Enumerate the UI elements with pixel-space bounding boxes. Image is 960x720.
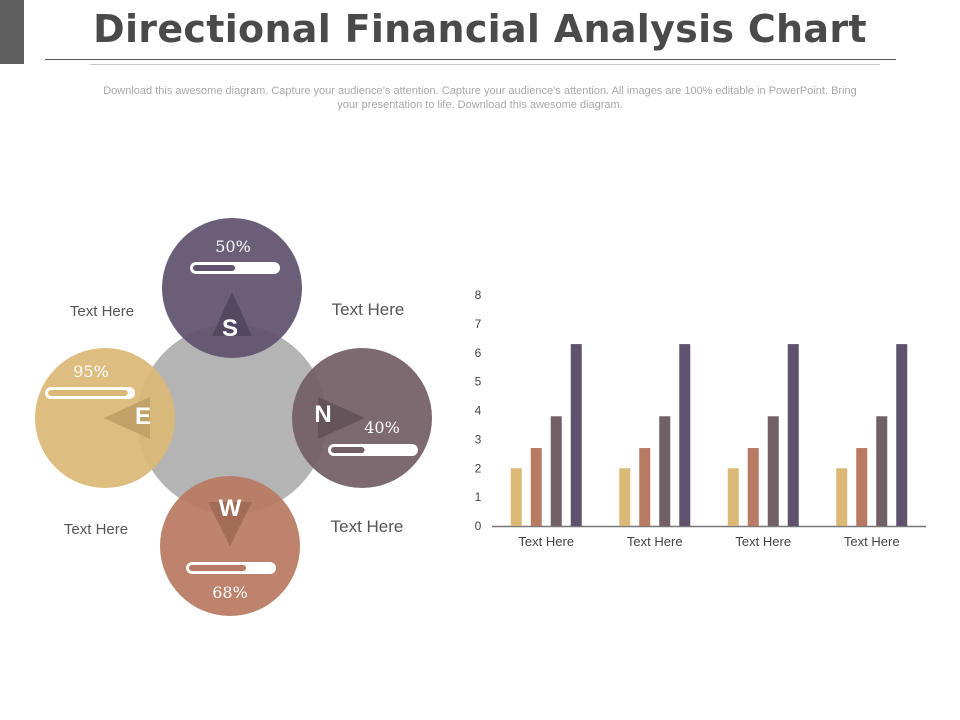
bar (856, 448, 868, 526)
page-title: Directional Financial Analysis Chart (93, 7, 867, 51)
bar (876, 416, 888, 526)
y-tick-label: 3 (475, 432, 482, 446)
bar (570, 344, 582, 526)
label-bottom-right: Text Here (331, 517, 404, 536)
x-tick-label: Text Here (627, 534, 683, 549)
x-tick-label: Text Here (735, 534, 791, 549)
page-subtitle: Download this awesome diagram. Capture y… (103, 85, 857, 111)
direction-circle-s (162, 218, 302, 358)
direction-pointer-shade-n (318, 397, 365, 439)
direction-pointer-s (212, 292, 252, 336)
y-tick-label: 0 (475, 519, 482, 533)
bar (659, 416, 671, 526)
bar (767, 416, 779, 526)
y-tick-label: 2 (475, 461, 482, 475)
bar (530, 448, 542, 526)
direction-pointer-e (104, 397, 150, 439)
direction-letter-e: E (135, 403, 151, 430)
percent-label-n: 40% (364, 418, 400, 437)
direction-letter-s: S (222, 315, 238, 342)
direction-pointer-shade-e (104, 397, 150, 439)
bar (550, 416, 562, 526)
label-top-right: Text Here (332, 300, 405, 319)
progress-fill-s (193, 265, 235, 271)
y-tick-label: 4 (475, 404, 482, 418)
direction-pointer-shade-s (212, 292, 252, 336)
title-underline (45, 59, 896, 60)
x-tick-label: Text Here (518, 534, 574, 549)
bar (787, 344, 799, 526)
bar (679, 344, 691, 526)
bar (639, 448, 651, 526)
label-bottom-left: Text Here (64, 521, 128, 538)
percent-label-e: 95% (73, 362, 109, 381)
y-tick-label: 6 (475, 346, 482, 360)
y-tick-label: 8 (475, 288, 482, 302)
progress-fill-n (331, 447, 365, 453)
corner-accent-block (0, 0, 24, 64)
direction-letter-w: W (219, 495, 242, 522)
x-tick-label: Text Here (844, 534, 900, 549)
y-tick-label: 7 (475, 317, 482, 331)
direction-pointer-w (208, 502, 252, 546)
bar (836, 468, 848, 526)
percent-label-s: 50% (215, 237, 251, 256)
bar (747, 448, 759, 526)
progress-fill-e (48, 390, 128, 396)
label-top-left: Text Here (70, 303, 134, 320)
compass-center-circle (137, 324, 327, 514)
percent-label-w: 68% (212, 583, 248, 602)
direction-letter-n: N (314, 401, 331, 428)
bar (896, 344, 908, 526)
title-underline-secondary (90, 64, 880, 65)
bar (619, 468, 631, 526)
bar (510, 468, 522, 526)
y-tick-label: 5 (475, 375, 482, 389)
progress-fill-w (189, 565, 247, 571)
direction-pointer-n (318, 397, 365, 439)
direction-pointer-shade-w (208, 502, 252, 546)
y-tick-label: 1 (475, 490, 482, 504)
bar (727, 468, 739, 526)
